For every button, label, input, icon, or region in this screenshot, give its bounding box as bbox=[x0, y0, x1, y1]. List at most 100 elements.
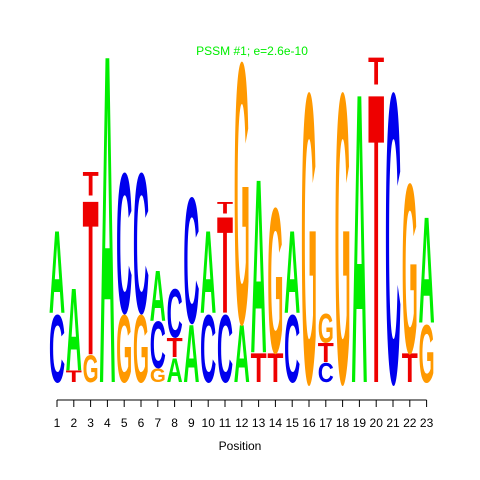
letter-T-glyph: T bbox=[217, 198, 234, 217]
letter-T-pos-8-1: T bbox=[167, 333, 184, 364]
letter-A-glyph: A bbox=[167, 352, 183, 390]
letter-G-glyph: G bbox=[301, 8, 317, 471]
letter-T-pos-13-0: T bbox=[251, 346, 267, 391]
letter-T-glyph: T bbox=[267, 346, 283, 391]
letter-A-pos-19-0: A bbox=[351, 8, 367, 471]
letter-C-pos-9-1: C bbox=[183, 161, 199, 362]
letter-A-glyph: A bbox=[150, 257, 166, 337]
x-tick-label-15: 15 bbox=[286, 416, 300, 430]
letter-G-glyph: G bbox=[234, 0, 250, 403]
letter-C-glyph: C bbox=[200, 294, 216, 403]
letter-T-pos-20-0: T bbox=[368, 8, 384, 471]
x-tick-label-13: 13 bbox=[252, 416, 266, 430]
letter-C-glyph: C bbox=[284, 294, 300, 403]
letter-A-glyph: A bbox=[200, 206, 216, 338]
letter-A-glyph: A bbox=[99, 0, 115, 480]
letter-A-glyph: A bbox=[251, 128, 267, 405]
letter-G-pos-16-0: G bbox=[301, 8, 317, 471]
letter-C-pos-17-0: C bbox=[318, 358, 334, 389]
x-tick-label-9: 9 bbox=[188, 416, 195, 430]
x-tick-label-19: 19 bbox=[353, 416, 367, 430]
letter-G-glyph: G bbox=[318, 304, 334, 351]
letter-A-glyph: A bbox=[66, 263, 82, 395]
x-tick-label-8: 8 bbox=[171, 416, 178, 430]
x-tick-label-22: 22 bbox=[403, 416, 417, 430]
letter-G-pos-12-1: G bbox=[234, 0, 250, 403]
x-tick-label-18: 18 bbox=[336, 416, 350, 430]
letter-A-pos-12-0: A bbox=[234, 307, 250, 400]
letter-T-glyph: T bbox=[318, 338, 335, 369]
letter-G-glyph: G bbox=[83, 347, 99, 391]
letter-T-glyph: T bbox=[251, 346, 267, 391]
letter-C-glyph: C bbox=[116, 133, 132, 356]
letter-A-glyph: A bbox=[284, 206, 300, 338]
x-tick-label-3: 3 bbox=[87, 416, 94, 430]
x-axis: 1 2 3 4 5 6 7 8 9 10 11 12 13 14 15 16 17 18 19 20 21 22 23 bbox=[54, 399, 434, 430]
letter-T-pos-3-2: T bbox=[83, 164, 99, 203]
x-tick-label-11: 11 bbox=[219, 416, 232, 430]
letter-C-pos-15-0: C bbox=[284, 294, 300, 403]
letter-C-glyph: C bbox=[167, 274, 183, 352]
letter-C-pos-10-0: C bbox=[200, 294, 216, 403]
letter-G-pos-18-0: G bbox=[335, 8, 351, 471]
letter-C-pos-6-1: C bbox=[133, 133, 149, 356]
x-tick-label-17: 17 bbox=[319, 416, 333, 430]
letter-C-pos-5-1: C bbox=[116, 133, 132, 356]
letter-G-glyph: G bbox=[335, 8, 351, 471]
letter-C-glyph: C bbox=[49, 294, 65, 403]
letter-C-pos-11-0: C bbox=[217, 294, 233, 403]
letter-T-pos-2-0: T bbox=[66, 367, 83, 386]
letter-G-glyph: G bbox=[150, 365, 166, 386]
letter-G-pos-17-2: G bbox=[318, 304, 334, 351]
letter-G-pos-3-0: G bbox=[83, 347, 99, 391]
letter-C-pos-1-0: C bbox=[49, 294, 65, 403]
letter-A-pos-1-1: A bbox=[49, 206, 65, 338]
letter-G-glyph: G bbox=[267, 165, 283, 397]
letter-T-glyph: T bbox=[368, 8, 384, 471]
letter-T-glyph: T bbox=[217, 189, 233, 343]
letter-G-pos-23-0: G bbox=[419, 306, 435, 399]
letter-T-pos-14-0: T bbox=[267, 346, 283, 391]
letter-G-glyph: G bbox=[419, 306, 435, 399]
x-tick-label-14: 14 bbox=[269, 416, 283, 430]
letter-T-glyph: T bbox=[402, 346, 418, 391]
letter-A-pos-2-1: A bbox=[66, 263, 82, 395]
x-tick-label-16: 16 bbox=[302, 416, 316, 430]
x-tick-label-20: 20 bbox=[370, 416, 384, 430]
letter-G-pos-7-0: G bbox=[150, 365, 166, 386]
letter-A-pos-9-0: A bbox=[183, 307, 199, 400]
letter-G-pos-5-0: G bbox=[116, 295, 132, 403]
letter-C-pos-7-1: C bbox=[150, 309, 166, 383]
letter-T-glyph: T bbox=[167, 333, 184, 364]
x-tick-label-2: 2 bbox=[70, 416, 77, 430]
chart-title: PSSM #1; e=2.6e-10 bbox=[196, 44, 308, 58]
x-tick-label-1: 1 bbox=[54, 416, 61, 430]
letter-T-glyph: T bbox=[66, 367, 83, 386]
letter-T-pos-20-1: T bbox=[368, 51, 384, 94]
x-tick-label-6: 6 bbox=[138, 416, 145, 430]
letter-C-glyph: C bbox=[150, 309, 166, 383]
x-tick-label-23: 23 bbox=[420, 416, 434, 430]
x-tick-label-4: 4 bbox=[104, 416, 111, 430]
letter-C-glyph: C bbox=[318, 358, 334, 389]
letter-A-pos-4-0: A bbox=[99, 0, 115, 480]
letter-A-pos-13-1: A bbox=[251, 128, 267, 405]
letter-T-pos-3-1: T bbox=[83, 155, 99, 402]
letter-G-pos-6-0: G bbox=[133, 295, 149, 403]
letter-C-pos-21-0: C bbox=[385, 8, 401, 471]
letter-C-pos-8-2: C bbox=[167, 274, 183, 352]
letter-C-glyph: C bbox=[217, 294, 233, 403]
letter-A-pos-23-1: A bbox=[419, 187, 435, 356]
letter-T-pos-11-1: T bbox=[217, 189, 233, 343]
letter-C-glyph: C bbox=[385, 8, 401, 471]
letter-T-pos-11-2: T bbox=[217, 198, 234, 217]
letter-A-glyph: A bbox=[234, 307, 250, 400]
x-tick-label-5: 5 bbox=[121, 416, 128, 430]
letter-G-glyph: G bbox=[402, 134, 418, 405]
letter-A-pos-15-1: A bbox=[284, 206, 300, 338]
letter-T-glyph: T bbox=[368, 51, 384, 94]
letter-T-glyph: T bbox=[83, 155, 99, 402]
letter-T-pos-17-1: T bbox=[318, 338, 335, 369]
